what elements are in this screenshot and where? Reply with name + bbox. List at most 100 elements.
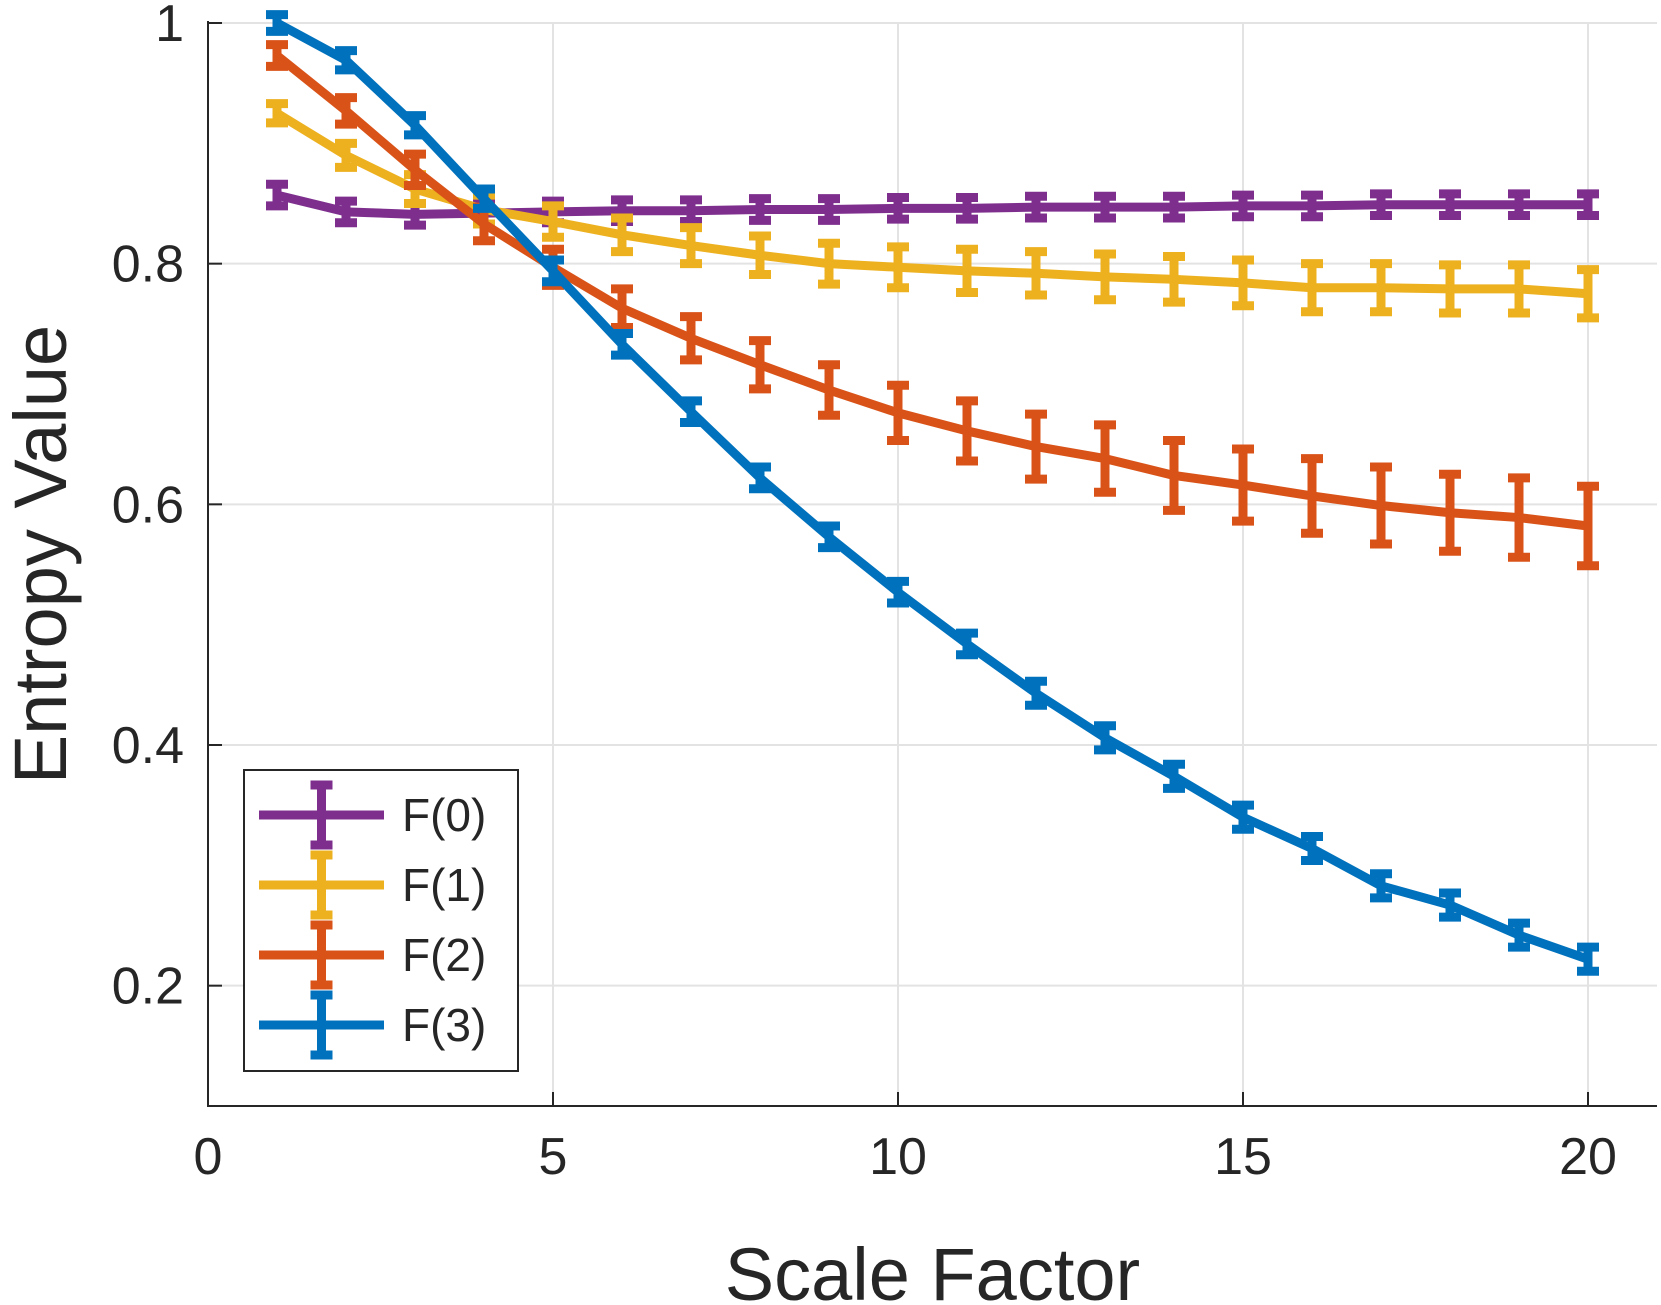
error-bar xyxy=(1577,942,1599,976)
error-bar xyxy=(1025,247,1047,300)
error-bar xyxy=(542,255,564,287)
error-bar xyxy=(1163,436,1185,515)
error-bar xyxy=(266,10,288,36)
error-bar xyxy=(1301,454,1323,538)
error-bar xyxy=(818,360,840,420)
error-bar xyxy=(1439,189,1461,221)
x-tick-label: 5 xyxy=(539,1128,568,1186)
y-tick-label: 0.4 xyxy=(112,717,184,775)
axes: 0 5 10 15 20 0.2 0.4 0.6 0.8 1 xyxy=(112,0,1657,1186)
error-bar xyxy=(1232,190,1254,222)
series-line xyxy=(274,51,1589,531)
x-tick-label: 15 xyxy=(1214,1128,1272,1186)
error-bar xyxy=(1163,251,1185,307)
x-tick-label: 10 xyxy=(869,1128,927,1186)
error-bar xyxy=(1232,255,1254,311)
error-bar xyxy=(1094,191,1116,223)
legend: F(0) F(1) F(2) F(3) xyxy=(243,769,519,1072)
legend-error-bar xyxy=(310,920,333,990)
error-bar xyxy=(1301,190,1323,222)
error-bar xyxy=(1508,189,1530,221)
error-bar xyxy=(404,149,426,190)
error-bar xyxy=(1370,189,1392,221)
legend-label: F(1) xyxy=(402,859,486,911)
error-bar xyxy=(1370,869,1392,903)
error-bar xyxy=(680,396,702,428)
series-F(2) xyxy=(266,40,1599,571)
error-bar xyxy=(749,336,771,394)
error-bar xyxy=(1025,191,1047,223)
error-bar xyxy=(611,213,633,257)
error-bar xyxy=(335,46,357,75)
error-bar xyxy=(335,196,357,228)
error-bar xyxy=(1163,191,1185,223)
error-bar xyxy=(749,231,771,279)
error-bar xyxy=(1094,420,1116,497)
legend-item: F(0) xyxy=(259,780,486,850)
legend-error-bar xyxy=(310,990,333,1060)
error-bar xyxy=(887,192,909,224)
x-axis-label: Scale Factor xyxy=(725,1233,1140,1305)
legend-label: F(0) xyxy=(402,789,486,841)
error-bar xyxy=(1025,676,1047,710)
y-tick-label: 0.6 xyxy=(112,476,184,534)
error-bar xyxy=(1163,759,1185,793)
error-bar xyxy=(1508,918,1530,952)
error-bar xyxy=(611,328,633,360)
y-tick-label: 1 xyxy=(155,0,184,53)
x-tick-label: 20 xyxy=(1559,1128,1617,1186)
error-bar xyxy=(1232,800,1254,834)
series-line xyxy=(274,19,1590,964)
legend-label: F(2) xyxy=(402,929,486,981)
legend-item: F(3) xyxy=(259,990,486,1060)
error-bar xyxy=(473,184,495,213)
legend-error-bar xyxy=(310,780,333,850)
error-bar xyxy=(1094,249,1116,305)
error-bar xyxy=(1439,469,1461,556)
series-F(3) xyxy=(266,10,1599,976)
y-tick-label: 0.8 xyxy=(112,236,184,294)
error-bar xyxy=(266,40,288,71)
error-bar xyxy=(749,462,771,494)
error-bar xyxy=(1439,260,1461,318)
error-bar xyxy=(956,396,978,466)
y-tick-label: 0.2 xyxy=(112,958,184,1016)
error-bar xyxy=(818,194,840,225)
error-bar xyxy=(404,111,426,140)
legend-item: F(1) xyxy=(259,850,486,920)
series-layer xyxy=(266,10,1599,976)
x-tick-label: 0 xyxy=(194,1128,223,1186)
error-bar xyxy=(1025,409,1047,484)
error-bar xyxy=(887,380,909,446)
error-bar xyxy=(542,201,564,242)
error-bar xyxy=(1370,462,1392,549)
error-bar xyxy=(956,244,978,298)
error-bar xyxy=(266,99,288,128)
error-bar xyxy=(680,223,702,269)
error-bar xyxy=(956,192,978,224)
error-bar xyxy=(1301,831,1323,866)
error-bar xyxy=(887,576,909,608)
y-axis-label: Entropy Value xyxy=(0,325,82,784)
legend-error-bar xyxy=(310,850,333,920)
error-bar xyxy=(680,195,702,227)
error-bar xyxy=(1577,189,1599,221)
error-bar xyxy=(335,138,357,172)
error-bar xyxy=(335,93,357,129)
error-bar xyxy=(266,179,288,211)
error-bar xyxy=(1439,888,1461,922)
error-bar xyxy=(1508,473,1530,562)
error-bar xyxy=(1577,481,1599,571)
error-bar xyxy=(1301,259,1323,317)
error-bar xyxy=(818,238,840,289)
error-bar xyxy=(1232,444,1254,526)
error-bar xyxy=(956,628,978,660)
error-bar xyxy=(1508,260,1530,318)
error-bar xyxy=(887,242,909,293)
error-bar xyxy=(749,194,771,225)
error-bar xyxy=(611,284,633,332)
error-bar xyxy=(680,312,702,365)
legend-label: F(3) xyxy=(402,999,486,1051)
error-bar xyxy=(1577,265,1599,323)
